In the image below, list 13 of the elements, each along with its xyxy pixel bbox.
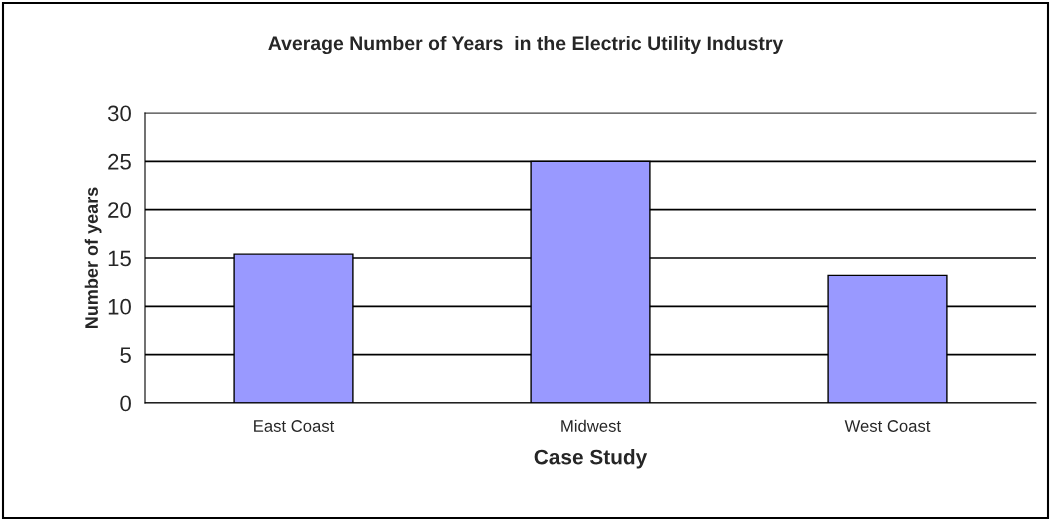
y-tick-label: 10 bbox=[108, 298, 131, 315]
y-axis-title: Number of years bbox=[84, 187, 102, 329]
y-tick-label: 5 bbox=[120, 347, 131, 363]
x-tick-label: East Coast bbox=[254, 420, 335, 432]
y-tick-label: 30 bbox=[107, 105, 131, 122]
x-axis-title: Case Study bbox=[534, 449, 648, 469]
y-tick-label: 15 bbox=[108, 250, 131, 267]
y-tick-label: 0 bbox=[120, 395, 131, 412]
chart-title: Average Number of Years in the Electric Utility Industry bbox=[268, 35, 784, 55]
y-tick-label: 25 bbox=[108, 153, 131, 170]
y-tick-label: 20 bbox=[108, 202, 131, 218]
x-tick-label: Midwest bbox=[561, 419, 621, 432]
x-tick-label: West Coast bbox=[844, 420, 931, 432]
